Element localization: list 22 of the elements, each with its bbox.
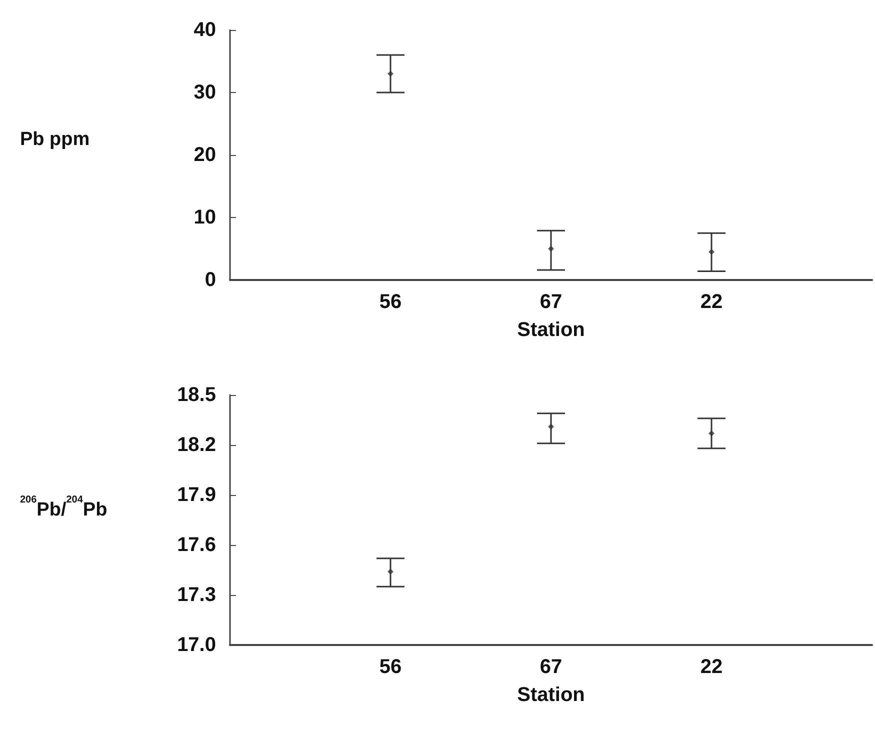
- y-tick-label: 30: [194, 82, 216, 104]
- y-tick-label: 17.6: [177, 534, 216, 556]
- y-tick-label: 40: [194, 19, 216, 41]
- point: [388, 70, 394, 77]
- y-tick-label: 18.5: [177, 384, 216, 406]
- y-tick-label: 17.3: [177, 584, 216, 606]
- y-tick-label: 17.0: [177, 634, 216, 656]
- x-tick-label: 22: [700, 291, 723, 313]
- x-tick-label: 67: [540, 656, 562, 678]
- x-tick-label: 67: [540, 291, 562, 313]
- point: [548, 246, 554, 252]
- x-axis-title: Station: [517, 684, 585, 706]
- x-axis-title: Station: [517, 319, 585, 341]
- y-tick-label: 0: [204, 269, 216, 291]
- x-tick-label: 56: [379, 291, 402, 313]
- x-tick-label: 22: [700, 656, 723, 678]
- y-tick-label: 20: [194, 144, 216, 166]
- y-tick-label: 18.2: [177, 434, 216, 456]
- y-axis-title: Pb ppm: [20, 129, 90, 150]
- x-tick-label: 56: [379, 656, 402, 678]
- y-tick-label: 10: [194, 206, 216, 228]
- y-tick-label: 17.9: [177, 484, 216, 506]
